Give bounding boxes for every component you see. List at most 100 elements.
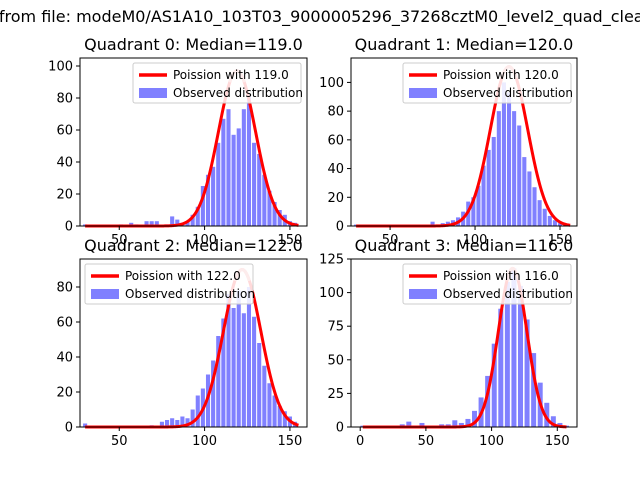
histogram-bar [272, 395, 277, 427]
y-tick-label: 80 [327, 105, 344, 120]
x-tick-label: 150 [278, 233, 303, 248]
histogram-bar [537, 200, 542, 226]
legend-curve-label: Poission with 119.0 [173, 68, 289, 82]
legend-box [132, 62, 302, 104]
histogram-bar [252, 316, 257, 427]
y-tick-label: 100 [319, 76, 344, 91]
x-tick-label: 100 [192, 434, 217, 449]
histogram-bar [231, 134, 236, 226]
histogram-bar [129, 222, 134, 226]
legend-hist-swatch [409, 289, 437, 299]
y-tick-label: 125 [319, 253, 344, 268]
axes-frame [79, 258, 308, 428]
y-tick-label: 0 [65, 220, 73, 235]
legend-hist-label: Observed distribution [173, 86, 303, 100]
chart-panel-0: Quadrant 0: Median=119.0 50 100 150 0 20 40 60 8… [48, 35, 308, 248]
histogram-bar [542, 208, 547, 226]
y-tick-label: 60 [56, 124, 73, 139]
histogram-bar [216, 336, 221, 427]
histogram-bar [532, 187, 537, 226]
histogram-bar [205, 174, 211, 226]
x-tick-label: 150 [548, 233, 573, 248]
histogram-bar [452, 420, 458, 427]
histogram-bar [267, 383, 272, 427]
histogram-bar [491, 136, 496, 226]
histogram-bar [471, 197, 476, 226]
histogram-bar [506, 92, 512, 226]
legend-curve-label: Poission with 120.0 [443, 68, 559, 82]
legend: Poission with 120.0 Observed distribution [402, 62, 573, 104]
x-tick-label: 50 [111, 434, 128, 449]
histogram-bar [491, 343, 497, 427]
legend-hist-label: Observed distribution [125, 287, 255, 301]
histogram-bar [190, 214, 195, 226]
x-tick-label: 100 [479, 434, 504, 449]
y-tick-label: 0 [65, 421, 73, 436]
histogram-bar [170, 418, 175, 427]
histogram-bar [211, 360, 216, 427]
histogram-bar [517, 125, 522, 226]
histogram-bar [552, 220, 557, 226]
histogram-bar [486, 149, 491, 226]
histogram-bar [149, 221, 154, 226]
chart-title: Quadrant 0: Median=119.0 [84, 35, 303, 54]
y-tick-label: 100 [48, 60, 73, 75]
histogram-bar [236, 290, 241, 427]
histogram-bar [476, 185, 481, 226]
histogram-bar [226, 109, 231, 226]
histogram-bar [419, 422, 425, 427]
legend: Poission with 122.0 Observed distribution [84, 263, 255, 305]
histogram-bar [221, 318, 226, 427]
legend-hist-swatch [139, 88, 167, 98]
histogram-bar [195, 395, 200, 427]
histogram-bar [544, 402, 550, 427]
histogram-bar [236, 128, 241, 226]
axes-frame [350, 57, 578, 227]
histogram-bar [277, 406, 282, 427]
y-tick-label: 40 [327, 162, 344, 177]
x-tick-label: 150 [545, 434, 570, 449]
legend-curve-label: Poission with 116.0 [443, 269, 559, 283]
histogram-bar [465, 418, 471, 427]
histogram-bar [458, 422, 464, 427]
histogram-bar [257, 154, 262, 226]
y-tick-label: 75 [327, 320, 344, 335]
y-tick-label: 0 [336, 220, 344, 235]
histogram-bar [185, 418, 190, 427]
histogram-bar [501, 82, 506, 227]
x-tick-label: 100 [192, 233, 217, 248]
histogram-bar [512, 111, 517, 226]
y-tick-label: 20 [56, 386, 73, 401]
histogram-bar [257, 343, 262, 427]
x-tick-label: 50 [418, 434, 435, 449]
axes-frame [79, 57, 308, 227]
histogram-bar [170, 216, 175, 226]
histogram-bar [531, 353, 537, 427]
legend-curve-label: Poission with 122.0 [125, 269, 241, 283]
histogram-bar [406, 421, 412, 427]
legend-hist-label: Observed distribution [443, 287, 573, 301]
chart-title: Quadrant 2: Median=122.0 [84, 236, 303, 255]
histogram-bar [267, 190, 272, 226]
histogram-bar [83, 423, 88, 427]
y-tick-label: 40 [56, 351, 73, 366]
histogram-bar [226, 294, 231, 427]
histogram-bar [527, 171, 532, 226]
y-tick-label: 100 [319, 286, 344, 301]
histogram-bar [485, 375, 491, 427]
histogram-bar [246, 96, 252, 227]
y-tick-label: 80 [56, 281, 73, 296]
legend-box [402, 263, 572, 305]
histogram-bar [504, 281, 510, 427]
histogram-bar [262, 365, 267, 427]
histogram-bar [216, 142, 221, 226]
histogram-bar [246, 287, 252, 427]
y-tick-label: 0 [336, 421, 344, 436]
y-tick-label: 20 [327, 191, 344, 206]
axes-frame [350, 258, 578, 428]
chart-panel-3: Quadrant 3: Median=116.0 0 50 100 150 0 25 50 75… [319, 236, 578, 449]
figure-suptitle: Data from file: modeM0/AS1A10_103T03_900… [0, 7, 640, 27]
histogram-bar [175, 420, 180, 427]
histogram-bar [498, 308, 504, 427]
